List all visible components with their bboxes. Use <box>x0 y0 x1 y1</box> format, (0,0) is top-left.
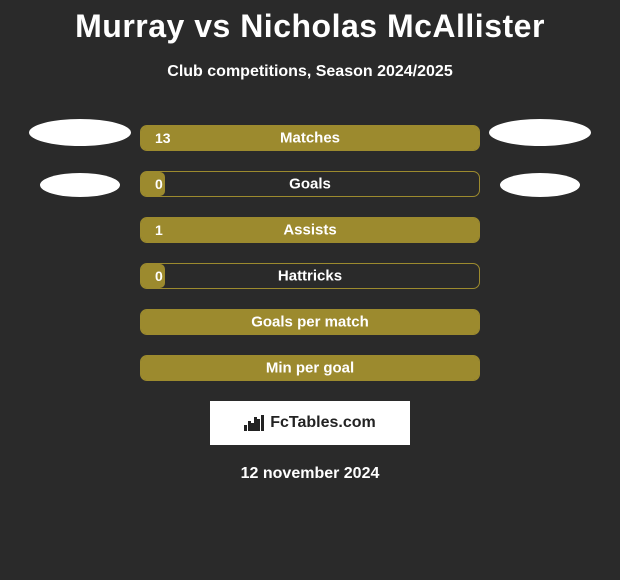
player-avatar-placeholder <box>500 173 580 197</box>
stat-bar: 1Assists <box>140 217 480 243</box>
stat-bars: 13Matches 0Goals 1Assists 0Hattricks Goals p… <box>140 125 480 381</box>
stat-bar-label: Matches <box>141 130 479 147</box>
stat-bar-label: Hattricks <box>141 268 479 285</box>
stat-bar: 0Goals <box>140 171 480 197</box>
brand-box: FcTables.com <box>210 401 410 445</box>
player-avatar-placeholder <box>29 119 131 146</box>
player-avatar-placeholder <box>489 119 591 146</box>
left-avatar-column <box>20 119 140 381</box>
date-label: 12 november 2024 <box>241 465 380 483</box>
brand-text: FcTables.com <box>270 414 376 432</box>
page-title: Murray vs Nicholas McAllister <box>75 8 545 45</box>
comparison-infographic: Murray vs Nicholas McAllister Club compe… <box>0 0 620 580</box>
player-avatar-placeholder <box>40 173 120 197</box>
stat-bar: 0Hattricks <box>140 263 480 289</box>
right-avatar-column <box>480 119 600 381</box>
bar-chart-icon <box>244 415 264 431</box>
stat-bar-label: Min per goal <box>141 360 479 377</box>
stat-bar: Goals per match <box>140 309 480 335</box>
stat-bar: Min per goal <box>140 355 480 381</box>
stat-bar: 13Matches <box>140 125 480 151</box>
stat-bar-label: Assists <box>141 222 479 239</box>
stats-area: 13Matches 0Goals 1Assists 0Hattricks Goals p… <box>0 125 620 381</box>
stat-bar-label: Goals per match <box>141 314 479 331</box>
stat-bar-label: Goals <box>141 176 479 193</box>
page-subtitle: Club competitions, Season 2024/2025 <box>167 63 452 81</box>
